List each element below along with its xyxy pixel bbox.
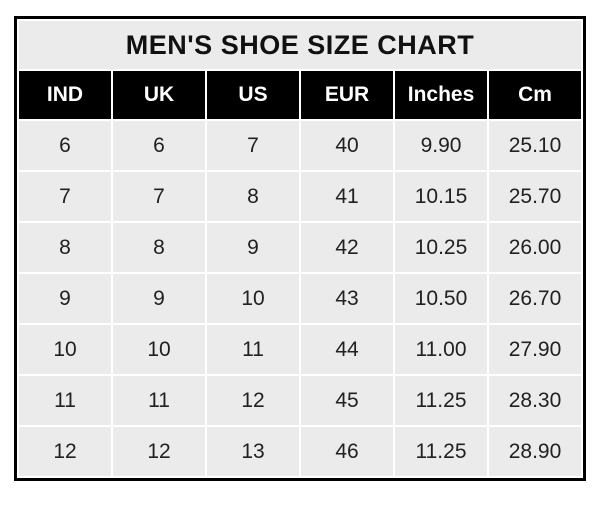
table-cell: 44 [301,325,393,374]
table-cell: 43 [301,274,393,323]
table-cell: 6 [19,121,111,170]
table-cell: 10 [19,325,111,374]
column-header-eur: EUR [301,71,393,119]
column-header-inches: Inches [395,71,487,119]
table-cell: 12 [113,427,205,476]
table-row: 6 6 7 40 9.90 25.10 [19,121,581,170]
table-cell: 40 [301,121,393,170]
column-header-row: IND UK US EUR Inches Cm [19,71,581,119]
table-cell: 26.00 [489,223,581,272]
column-header-uk: UK [113,71,205,119]
table-cell: 7 [19,172,111,221]
table-row: 12 12 13 46 11.25 28.90 [19,427,581,476]
table-cell: 10.50 [395,274,487,323]
table-cell: 45 [301,376,393,425]
table-cell: 46 [301,427,393,476]
table-cell: 13 [207,427,299,476]
table-row: 7 7 8 41 10.15 25.70 [19,172,581,221]
table-row: 10 10 11 44 11.00 27.90 [19,325,581,374]
table-cell: 25.10 [489,121,581,170]
title-row: MEN'S SHOE SIZE CHART [19,21,581,69]
column-header-cm: Cm [489,71,581,119]
table-cell: 9 [113,274,205,323]
table-row: 11 11 12 45 11.25 28.30 [19,376,581,425]
table-cell: 10.25 [395,223,487,272]
table-cell: 25.70 [489,172,581,221]
table-cell: 7 [207,121,299,170]
table-cell: 10 [207,274,299,323]
table-cell: 12 [207,376,299,425]
table-cell: 26.70 [489,274,581,323]
table-row: 8 8 9 42 10.25 26.00 [19,223,581,272]
table-cell: 8 [113,223,205,272]
table-cell: 12 [19,427,111,476]
table-cell: 11 [113,376,205,425]
table-cell: 10.15 [395,172,487,221]
table-cell: 7 [113,172,205,221]
column-header-us: US [207,71,299,119]
table-cell: 6 [113,121,205,170]
table-cell: 28.30 [489,376,581,425]
table-cell: 11 [207,325,299,374]
table-cell: 41 [301,172,393,221]
table-cell: 11.25 [395,427,487,476]
column-header-ind: IND [19,71,111,119]
table-cell: 11.00 [395,325,487,374]
table-cell: 42 [301,223,393,272]
table-cell: 9 [19,274,111,323]
table-cell: 28.90 [489,427,581,476]
table-cell: 8 [19,223,111,272]
table-cell: 27.90 [489,325,581,374]
table-cell: 11.25 [395,376,487,425]
table-cell: 10 [113,325,205,374]
table-row: 9 9 10 43 10.50 26.70 [19,274,581,323]
table-cell: 8 [207,172,299,221]
table-cell: 9.90 [395,121,487,170]
shoe-size-chart-table: MEN'S SHOE SIZE CHART IND UK US EUR Inch… [14,16,586,481]
chart-title: MEN'S SHOE SIZE CHART [19,21,581,69]
table-cell: 9 [207,223,299,272]
table-cell: 11 [19,376,111,425]
